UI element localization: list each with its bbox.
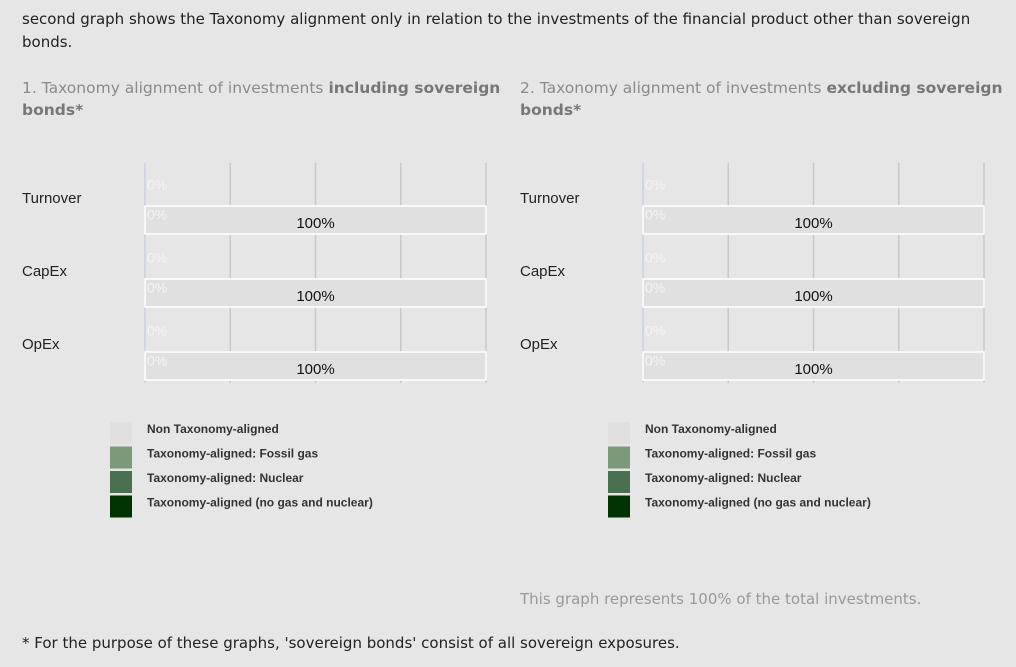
value-label: 100% [794, 288, 832, 305]
legend-label: Non Taxonomy-aligned [645, 422, 777, 436]
legend-swatch [608, 422, 630, 444]
legend-swatch [110, 422, 132, 444]
legend-swatch [110, 495, 132, 518]
category-label: CapEx [22, 263, 68, 280]
bar-segment [642, 278, 985, 308]
value-label: 100% [296, 361, 334, 378]
value-label: 0% [645, 250, 665, 266]
bar-segment [144, 351, 487, 381]
legend-swatch [110, 446, 132, 469]
title-text: 1. Taxonomy alignment of investments [22, 79, 329, 97]
title-bold: excluding sovereign bonds* [520, 79, 1003, 119]
category-label: Turnover [22, 190, 81, 207]
legend-label: Taxonomy-aligned (no gas and nuclear) [147, 496, 373, 510]
legend-swatch [608, 471, 630, 493]
value-label: 0% [147, 280, 167, 296]
value-label: 0% [147, 323, 167, 339]
intro: second graph shows the Taxonomy alignmen… [22, 10, 971, 51]
bar-segment [642, 205, 985, 235]
legend-label: Taxonomy-aligned (no gas and nuclear) [645, 496, 871, 510]
bar-segment [144, 205, 487, 235]
legend-swatch [608, 495, 630, 518]
legend-swatch [110, 471, 132, 493]
value-label: 0% [645, 177, 665, 193]
chart-title: 1. Taxonomy alignment of investments inc… [22, 77, 512, 121]
bar-segment [144, 278, 487, 308]
legend-label: Taxonomy-aligned: Nuclear [645, 471, 802, 485]
chart-title: 2. Taxonomy alignment of investments exc… [520, 77, 1010, 121]
footnote: * For the purpose of these graphs, 'sove… [22, 634, 680, 652]
title-text: 2. Taxonomy alignment of investments [520, 79, 827, 97]
value-label: 0% [645, 207, 665, 223]
category-label: OpEx [22, 336, 60, 353]
value-label: 100% [296, 215, 334, 232]
value-label: 0% [147, 207, 167, 223]
value-label: 0% [147, 250, 167, 266]
value-label: 0% [645, 353, 665, 369]
legend-label: Non Taxonomy-aligned [147, 422, 279, 436]
chart-note: This graph represents 100% of the total … [520, 590, 922, 608]
category-label: OpEx [520, 336, 558, 353]
legend-label: Taxonomy-aligned: Fossil gas [147, 447, 318, 461]
category-label: Turnover [520, 190, 579, 207]
category-label: CapEx [520, 263, 566, 280]
value-label: 0% [147, 353, 167, 369]
value-label: 0% [645, 323, 665, 339]
value-label: 100% [296, 288, 334, 305]
legend-label: Taxonomy-aligned: Fossil gas [645, 447, 816, 461]
value-label: 0% [147, 177, 167, 193]
title-bold: including sovereign bonds* [22, 79, 501, 119]
value-label: 100% [794, 215, 832, 232]
legend-swatch [608, 446, 630, 469]
value-label: 0% [645, 280, 665, 296]
value-label: 100% [794, 361, 832, 378]
bar-segment [642, 351, 985, 381]
legend-label: Taxonomy-aligned: Nuclear [147, 471, 304, 485]
